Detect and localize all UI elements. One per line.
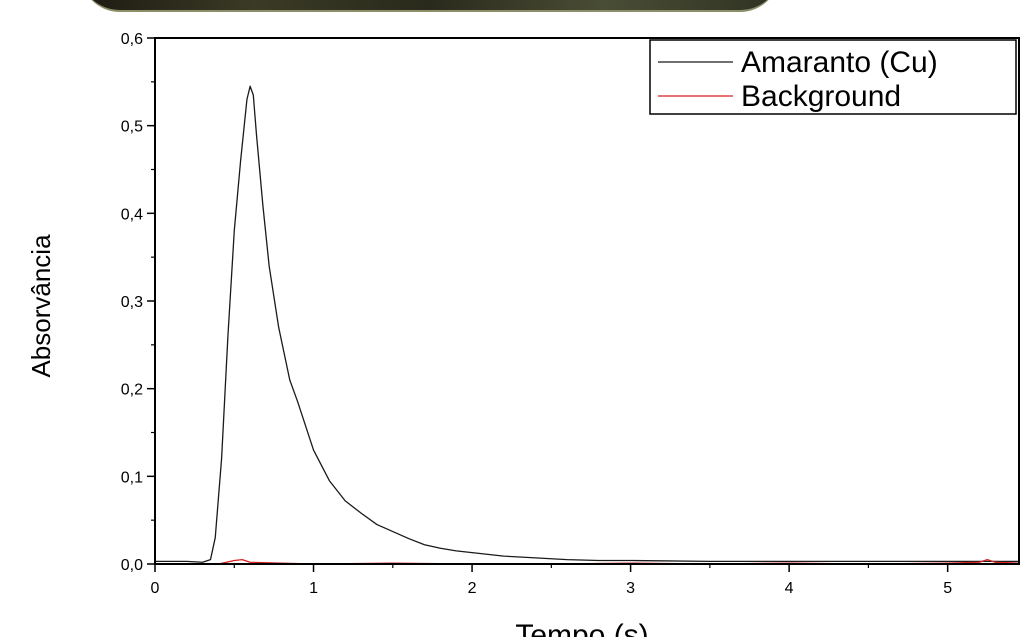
x-tick-label: 5 xyxy=(943,580,952,597)
legend-label-amaranto: Amaranto (Cu) xyxy=(741,46,938,79)
series-layer xyxy=(155,85,1020,565)
y-tick-label: 0,3 xyxy=(121,294,143,311)
x-tick-label: 2 xyxy=(468,580,477,597)
x-tick-label: 3 xyxy=(626,580,635,597)
y-axis-title: Absorvância xyxy=(26,234,56,378)
y-tick-label: 0,2 xyxy=(121,382,143,399)
legend: Amaranto (Cu) Background xyxy=(649,39,1017,115)
y-tick-label: 0,0 xyxy=(121,557,143,574)
ticks-layer: 0,0 0,1 0,2 0,3 0,4 0,5 0,6 0 1 2 3 4 5 xyxy=(121,31,952,597)
y-tick-label: 0,4 xyxy=(121,206,143,223)
x-tick-label: 0 xyxy=(151,580,160,597)
series-line-amaranto xyxy=(155,85,1019,563)
plot-frame xyxy=(154,37,1020,565)
x-axis-title: Tempo (s) xyxy=(515,619,648,637)
legend-box xyxy=(649,39,1017,115)
legend-label-background: Background xyxy=(741,80,901,113)
top-photo-fragment xyxy=(80,0,780,12)
y-tick-label: 0,1 xyxy=(121,469,143,486)
x-tick-label: 1 xyxy=(309,580,318,597)
y-tick-label: 0,6 xyxy=(121,31,143,48)
x-tick-label: 4 xyxy=(785,580,794,597)
y-tick-label: 0,5 xyxy=(121,119,143,136)
